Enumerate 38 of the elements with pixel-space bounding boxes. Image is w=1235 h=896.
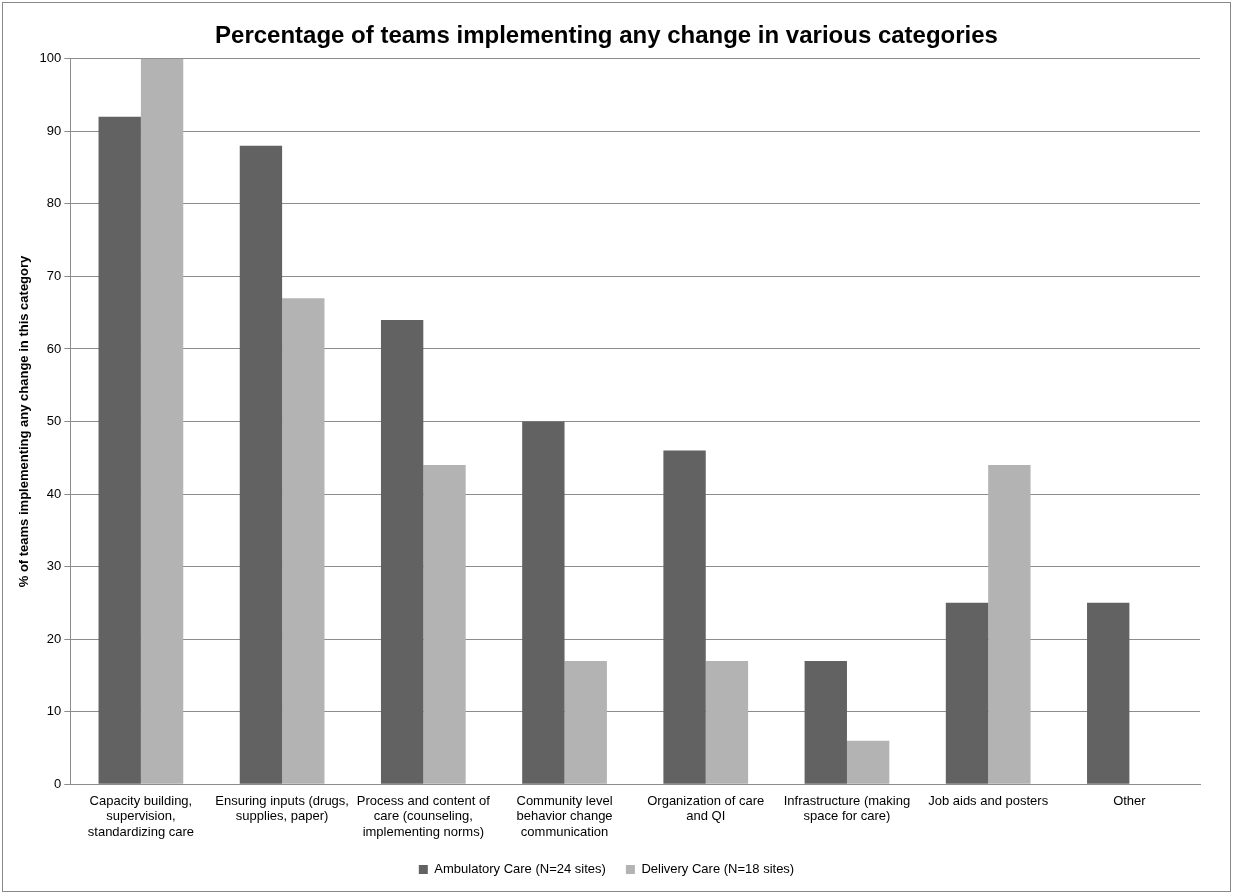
y-tick-label: 0 xyxy=(54,775,62,791)
y-tick-label: 70 xyxy=(46,268,62,283)
y-tick-label: 50 xyxy=(46,413,62,429)
x-tick-label: Ensuring inputs (drugs, supplies, paper) xyxy=(215,792,349,824)
bar xyxy=(282,298,325,784)
bar xyxy=(1087,602,1130,784)
y-tick-label: 40 xyxy=(46,485,62,501)
bar xyxy=(98,116,141,784)
chart-title: Percentage of teams implementing any change in various categories xyxy=(215,21,998,49)
legend-label: Ambulatory Care (N=24 sites) xyxy=(434,861,606,877)
bar xyxy=(988,465,1031,784)
x-tick-label: Capacity building, supervision, standardizing care xyxy=(87,792,195,839)
bar xyxy=(846,740,890,784)
x-tick-label: Organization of care and QI xyxy=(647,792,765,824)
y-axis-title: % of teams implementing any change in this category xyxy=(16,254,32,588)
bar xyxy=(663,450,706,784)
y-tick-label: 30 xyxy=(46,558,62,574)
y-tick-label: 80 xyxy=(46,195,62,211)
bar xyxy=(564,660,607,784)
bar xyxy=(804,660,847,784)
bar xyxy=(705,660,749,784)
x-tick-label: Process and content of care (counseling, implementing norms) xyxy=(356,792,491,839)
y-tick-label: 100 xyxy=(39,50,62,66)
bar xyxy=(239,145,283,784)
x-tick-label: Infrastructure (making space for care) xyxy=(783,792,911,824)
x-tick-label: Community level behavior change communication xyxy=(516,792,613,839)
bar xyxy=(380,319,424,784)
bar xyxy=(522,421,565,784)
x-tick-label: Job aids and posters xyxy=(928,792,1049,808)
x-tick-label: Other xyxy=(1113,792,1147,808)
legend-label: Delivery Care (N=18 sites) xyxy=(641,861,795,877)
y-tick-label: 20 xyxy=(46,630,62,646)
y-tick-label: 60 xyxy=(46,340,62,356)
bar xyxy=(423,465,466,784)
y-tick-label: 90 xyxy=(46,122,62,138)
bar xyxy=(945,602,989,784)
bar xyxy=(140,58,184,784)
y-tick-label: 10 xyxy=(46,703,62,719)
